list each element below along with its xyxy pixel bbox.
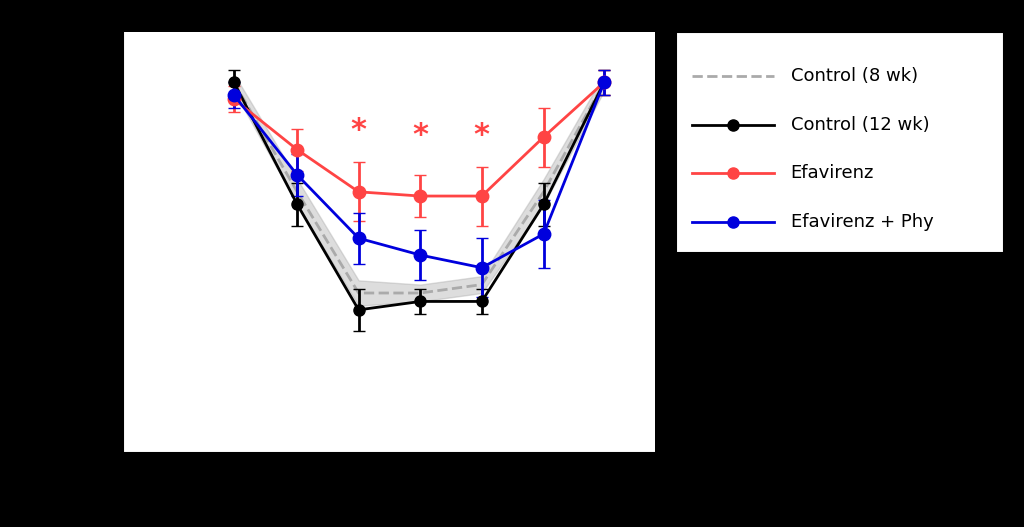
Text: *: * bbox=[474, 121, 489, 150]
Text: *: * bbox=[413, 121, 428, 150]
Text: *: * bbox=[350, 116, 367, 145]
Text: Control (12 wk): Control (12 wk) bbox=[791, 115, 929, 133]
Text: Efavirenz + Phy: Efavirenz + Phy bbox=[791, 213, 933, 231]
X-axis label: Test Frequency (kHz): Test Frequency (kHz) bbox=[273, 489, 505, 508]
Y-axis label: DPOAE Threshold
(dB SPL): DPOAE Threshold (dB SPL) bbox=[32, 147, 73, 338]
Text: Efavirenz: Efavirenz bbox=[791, 164, 873, 182]
Text: Control (8 wk): Control (8 wk) bbox=[791, 67, 918, 85]
